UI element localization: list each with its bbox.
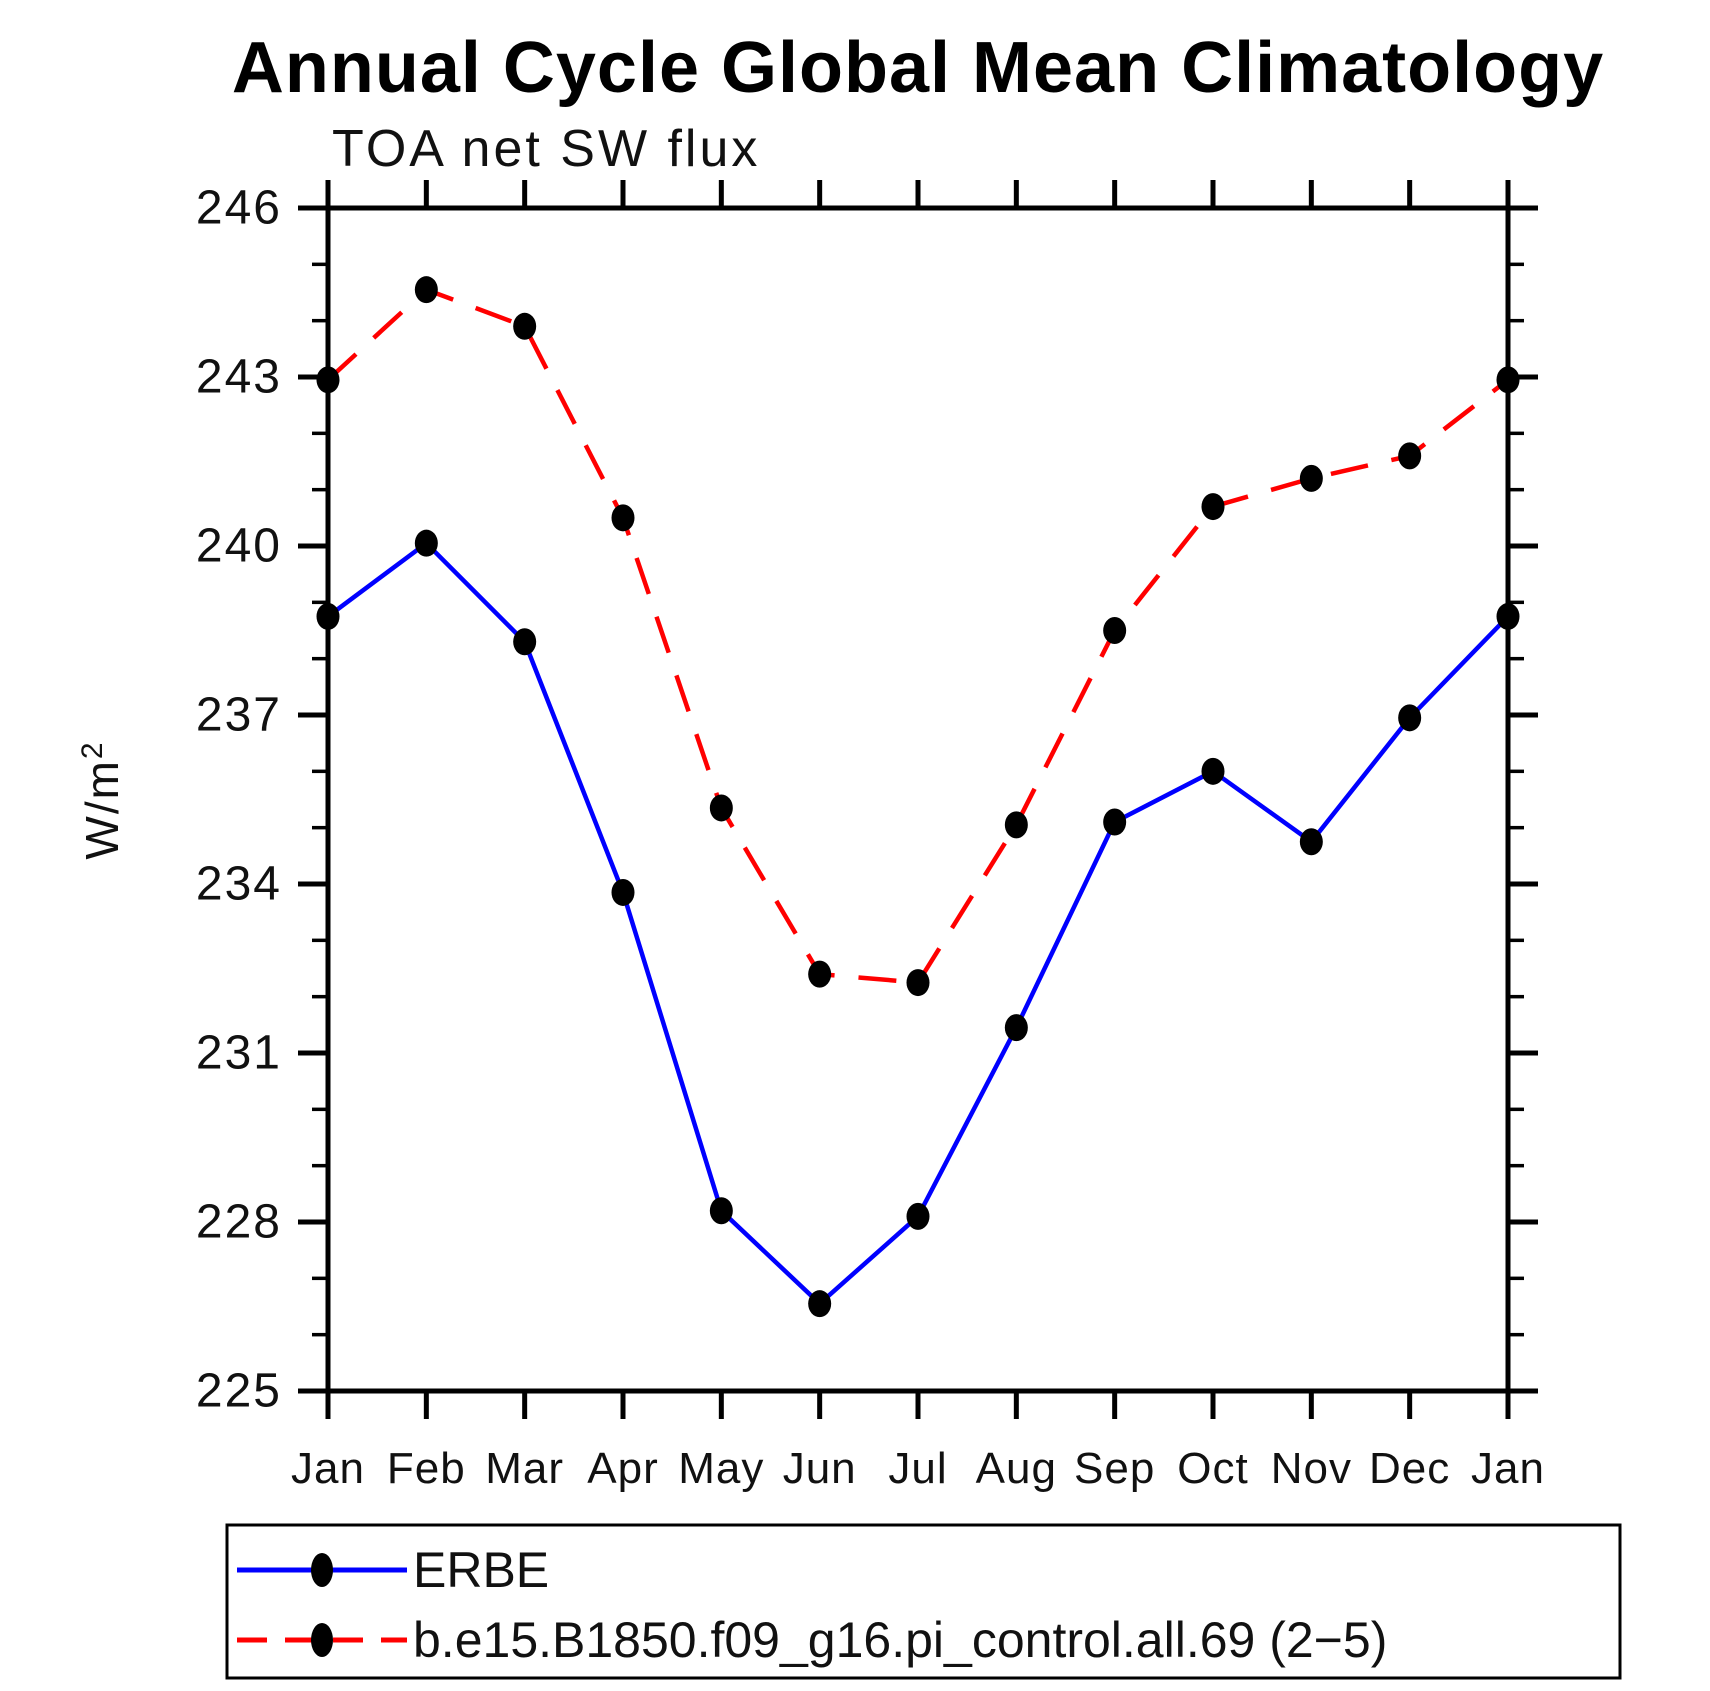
x-axis-tick-label: Sep	[1074, 1444, 1155, 1493]
y-axis-unit: W/m	[76, 759, 128, 860]
data-point	[1496, 366, 1520, 394]
data-point	[611, 878, 635, 906]
x-axis-tick-label: May	[678, 1444, 764, 1493]
data-point	[1103, 808, 1127, 836]
y-axis-title: W/m2	[76, 740, 128, 859]
x-axis-tick-label: Dec	[1369, 1444, 1450, 1493]
data-point	[808, 960, 832, 988]
data-point	[1201, 493, 1225, 521]
data-point	[1398, 442, 1422, 470]
chart-title: Annual Cycle Global Mean Climatology	[232, 28, 1604, 108]
data-point	[513, 628, 537, 656]
x-axis-tick-label: Feb	[387, 1444, 466, 1493]
y-axis-tick-label: 234	[196, 858, 282, 911]
legend: ERBE b.e15.B1850.f09_g16.pi_control.all.…	[225, 1523, 1622, 1680]
data-point	[906, 1202, 930, 1230]
data-point	[1201, 757, 1225, 785]
y-axis-tick-label: 243	[196, 351, 282, 404]
y-axis-tick-label: 228	[196, 1196, 282, 1249]
data-point	[1299, 464, 1323, 492]
legend-marker-model	[311, 1623, 333, 1657]
x-axis-tick-label: Nov	[1271, 1444, 1352, 1493]
data-point	[1004, 811, 1028, 839]
x-axis-tick-label: Jun	[783, 1444, 857, 1493]
x-axis-tick-label: Jan	[291, 1444, 365, 1493]
data-point	[1299, 828, 1323, 856]
y-axis-tick-labels: 246 243 240 237 234 231 228 225	[196, 182, 282, 1418]
x-axis-tick-label: Jul	[888, 1444, 947, 1493]
data-point	[1004, 1014, 1028, 1042]
data-point	[709, 794, 733, 822]
legend-marker-erbe	[311, 1553, 333, 1587]
y-axis-tick-label: 246	[196, 182, 282, 235]
y-axis-tick-label: 225	[196, 1365, 282, 1418]
x-axis-tick-label: Apr	[587, 1444, 658, 1493]
x-axis-tick-label: Mar	[485, 1444, 564, 1493]
data-point	[414, 529, 438, 557]
data-point	[513, 312, 537, 340]
data-point	[316, 602, 340, 630]
legend-label-erbe: ERBE	[413, 1542, 549, 1598]
y-axis-unit-exponent: 2	[76, 740, 109, 759]
data-point	[1398, 704, 1422, 732]
erbe-line	[326, 540, 1510, 1307]
axes	[298, 180, 1538, 1419]
x-axis-tick-label: Aug	[976, 1444, 1057, 1493]
x-axis-tick-labels: Jan Feb Mar Apr May Jun Jul Aug Sep Oct Nov Dec Jan	[291, 1444, 1545, 1493]
data-point	[1496, 602, 1520, 630]
legend-label-model: b.e15.B1850.f09_g16.pi_control.all.69 (2…	[413, 1612, 1387, 1668]
data-point	[906, 969, 930, 997]
chart-subtitle: TOA net SW flux	[332, 120, 760, 178]
data-point	[414, 276, 438, 304]
x-axis-tick-label: Jan	[1471, 1444, 1545, 1493]
model-line	[326, 287, 1510, 985]
data-point	[709, 1197, 733, 1225]
y-axis-tick-label: 240	[196, 520, 282, 573]
data-point	[316, 366, 340, 394]
legend-box	[225, 1523, 1622, 1680]
x-axis-tick-label: Oct	[1177, 1444, 1248, 1493]
data-point	[1103, 617, 1127, 644]
data-point	[808, 1290, 832, 1318]
plot-area	[316, 276, 1520, 1318]
y-axis-tick-label: 231	[196, 1027, 282, 1080]
data-point	[611, 504, 635, 532]
y-axis-tick-label: 237	[196, 689, 282, 742]
